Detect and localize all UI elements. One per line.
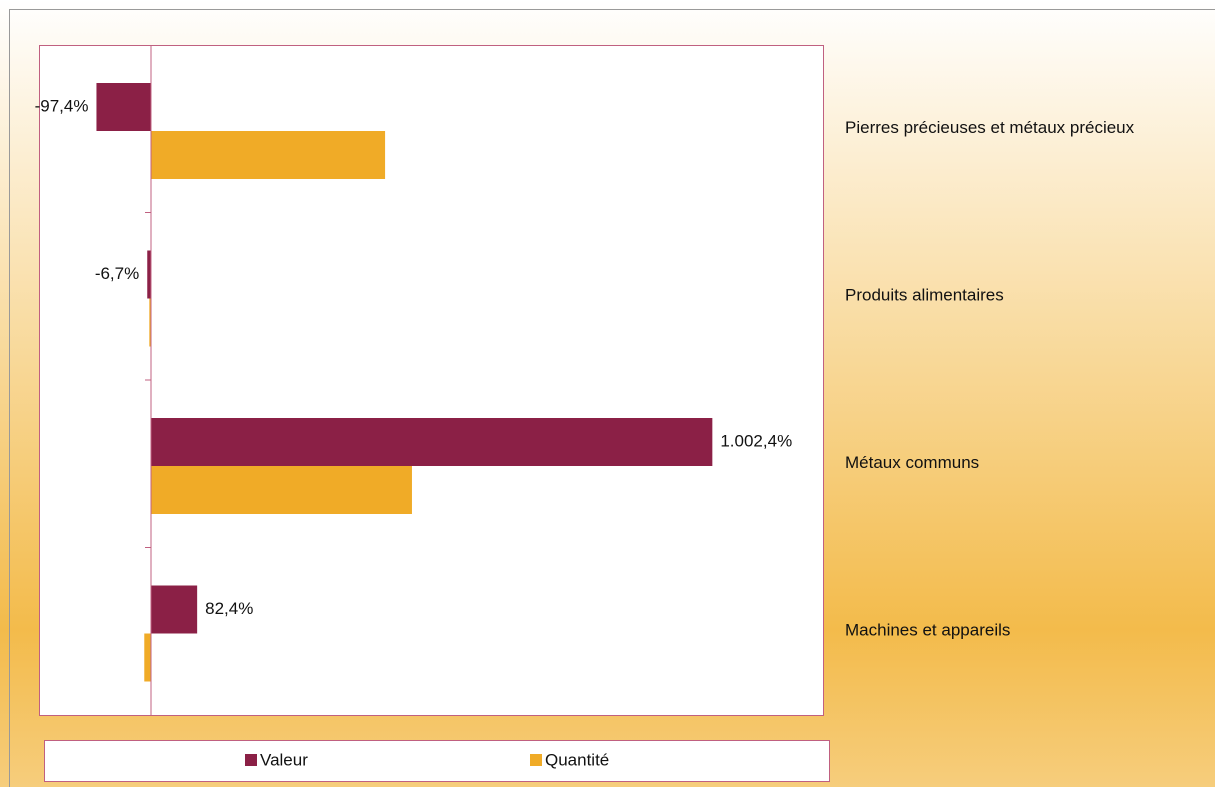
bar [151, 418, 713, 466]
legend-swatch [245, 754, 257, 766]
legend-label: Valeur [260, 750, 308, 769]
bar [151, 131, 386, 179]
category-label: Produits alimentaires [845, 286, 1004, 305]
bar [151, 585, 198, 634]
legend [44, 740, 830, 782]
category-label: Métaux communs [845, 453, 979, 472]
frame [9, 9, 1215, 787]
bar [151, 466, 412, 514]
legend-swatch [530, 754, 542, 766]
data-label: 1.002,4% [720, 431, 792, 450]
category-label: Pierres précieuses et métaux précieux [845, 118, 1135, 137]
bar [149, 298, 151, 347]
bar [144, 633, 151, 682]
category-label: Machines et appareils [845, 621, 1010, 640]
data-label: 82,4% [205, 599, 253, 618]
bar [96, 83, 151, 131]
data-label: -6,7% [95, 264, 139, 283]
legend-label: Quantité [545, 750, 609, 769]
data-label: -97,4% [35, 96, 89, 115]
bar [147, 250, 151, 299]
